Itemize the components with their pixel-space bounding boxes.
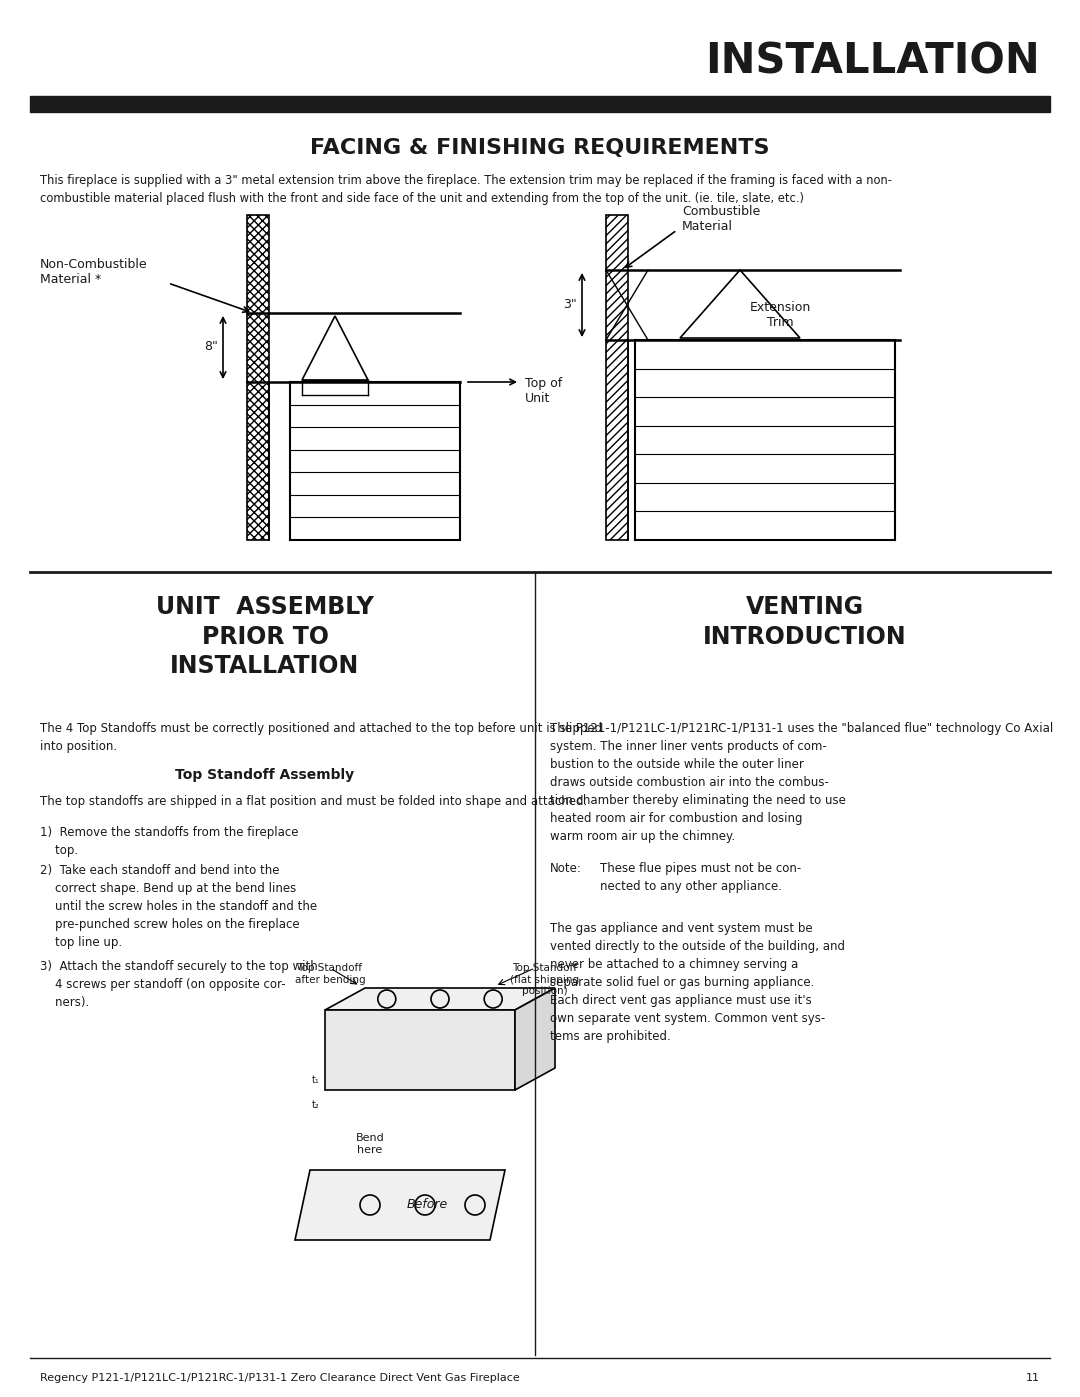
Text: Non-Combustible
Material *: Non-Combustible Material *	[40, 258, 148, 286]
Text: Extension
Trim: Extension Trim	[750, 300, 811, 330]
Bar	[30, 96, 1050, 112]
Text: 8": 8"	[204, 341, 218, 353]
Bar	[247, 215, 269, 541]
Text: Bend
here: Bend here	[355, 1133, 384, 1155]
Text: Note:: Note:	[550, 862, 582, 875]
Text: Combustible
Material: Combustible Material	[681, 205, 760, 233]
Text: FACING & FINISHING REQUIREMENTS: FACING & FINISHING REQUIREMENTS	[310, 138, 770, 158]
Text: Before: Before	[406, 1199, 447, 1211]
Bar	[606, 215, 627, 541]
Text: Top Standoff
after bending: Top Standoff after bending	[295, 963, 365, 985]
Text: 3": 3"	[564, 299, 577, 312]
Text: Top Standoff
(flat shipping
position): Top Standoff (flat shipping position)	[511, 963, 580, 996]
Text: The P121-1/P121LC-1/P121RC-1/P131-1 uses the "balanced flue" technology Co Axial: The P121-1/P121LC-1/P121RC-1/P131-1 uses…	[550, 722, 1053, 842]
Text: t₁: t₁	[312, 1076, 320, 1085]
Text: UNIT  ASSEMBLY
PRIOR TO
INSTALLATION: UNIT ASSEMBLY PRIOR TO INSTALLATION	[157, 595, 374, 679]
Text: The top standoffs are shipped in a flat position and must be folded into shape a: The top standoffs are shipped in a flat …	[40, 795, 588, 807]
Text: Top of
Unit: Top of Unit	[525, 377, 563, 405]
Polygon shape	[325, 988, 555, 1010]
Text: Top Standoff Assembly: Top Standoff Assembly	[175, 768, 354, 782]
Polygon shape	[515, 988, 555, 1090]
Text: 11: 11	[1026, 1373, 1040, 1383]
Text: These flue pipes must not be con-
nected to any other appliance.: These flue pipes must not be con- nected…	[600, 862, 801, 893]
Text: t₂: t₂	[312, 1099, 320, 1111]
Text: 1)  Remove the standoffs from the fireplace
    top.: 1) Remove the standoffs from the firepla…	[40, 826, 298, 856]
Text: Regency P121-1/P121LC-1/P121RC-1/P131-1 Zero Clearance Direct Vent Gas Fireplace: Regency P121-1/P121LC-1/P121RC-1/P131-1 …	[40, 1373, 519, 1383]
Text: The gas appliance and vent system must be
vented directly to the outside of the : The gas appliance and vent system must b…	[550, 922, 845, 1044]
Text: This fireplace is supplied with a 3" metal extension trim above the fireplace. T: This fireplace is supplied with a 3" met…	[40, 175, 892, 205]
Text: 2)  Take each standoff and bend into the
    correct shape. Bend up at the bend : 2) Take each standoff and bend into the …	[40, 863, 318, 949]
Polygon shape	[325, 1010, 515, 1090]
Text: 3)  Attach the standoff securely to the top with
    4 screws per standoff (on o: 3) Attach the standoff securely to the t…	[40, 960, 318, 1009]
Text: INSTALLATION: INSTALLATION	[705, 41, 1040, 82]
Text: VENTING
INTRODUCTION: VENTING INTRODUCTION	[703, 595, 907, 648]
Text: The 4 Top Standoffs must be correctly positioned and attached to the top before : The 4 Top Standoffs must be correctly po…	[40, 722, 603, 753]
Polygon shape	[295, 1171, 505, 1241]
